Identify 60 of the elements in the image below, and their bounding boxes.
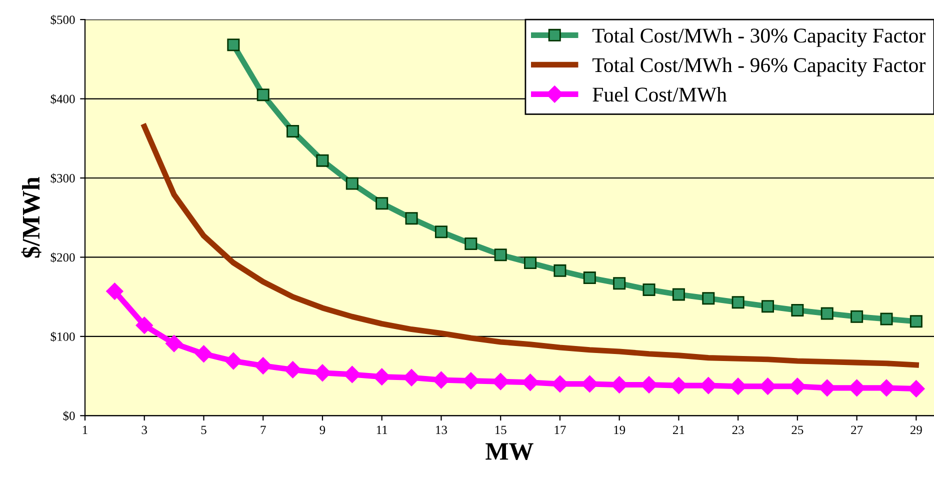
x-tick-label: 25 bbox=[792, 426, 804, 434]
point bbox=[256, 88, 270, 102]
point bbox=[464, 237, 478, 250]
point bbox=[908, 380, 925, 398]
point bbox=[613, 277, 626, 290]
point bbox=[373, 368, 390, 386]
point bbox=[376, 197, 388, 210]
point bbox=[820, 307, 834, 320]
x-tick-label: 21 bbox=[673, 426, 684, 434]
x-tick-label: 5 bbox=[201, 426, 206, 434]
x-tick-label: 9 bbox=[320, 426, 326, 434]
point bbox=[583, 272, 596, 284]
y-tick-label: $500 bbox=[50, 14, 75, 25]
point bbox=[254, 357, 272, 374]
x-tick-label: 29 bbox=[910, 426, 922, 434]
point bbox=[224, 352, 242, 370]
point bbox=[494, 248, 507, 262]
x-tick-label: 27 bbox=[851, 426, 863, 434]
point bbox=[195, 345, 212, 362]
point bbox=[850, 310, 864, 323]
point bbox=[286, 125, 300, 138]
y-tick-label: $0 bbox=[63, 410, 75, 421]
point bbox=[524, 256, 537, 270]
x-tick-label: 13 bbox=[436, 426, 447, 434]
point bbox=[554, 264, 566, 277]
x-tick-label: 1 bbox=[82, 426, 88, 434]
point bbox=[434, 226, 448, 238]
point bbox=[316, 154, 329, 167]
legend-label: Total Cost/MWh - 30% Capacity Factor bbox=[592, 28, 926, 47]
y-tick-label: $200 bbox=[50, 252, 75, 263]
point bbox=[346, 177, 358, 190]
point bbox=[672, 288, 685, 301]
point bbox=[702, 292, 715, 305]
point bbox=[762, 300, 774, 313]
point bbox=[405, 212, 418, 225]
point bbox=[910, 315, 922, 328]
point bbox=[642, 283, 656, 296]
point bbox=[284, 361, 302, 378]
point bbox=[136, 316, 153, 334]
point bbox=[227, 38, 240, 52]
point bbox=[166, 335, 183, 352]
x-tick-label: 7 bbox=[260, 426, 266, 434]
y-tick-label: $400 bbox=[50, 94, 75, 104]
x-tick-label: 15 bbox=[495, 426, 506, 434]
point bbox=[791, 304, 804, 317]
x-tick-label: 19 bbox=[614, 426, 626, 434]
legend-label: Fuel Cost/MWh bbox=[592, 87, 727, 102]
point bbox=[880, 312, 893, 326]
point bbox=[732, 296, 744, 309]
y-tick-label: $300 bbox=[50, 173, 75, 184]
x-axis-title: MW bbox=[486, 443, 534, 460]
x-tick-label: 23 bbox=[732, 426, 744, 434]
y-axis-title: $/MWh bbox=[21, 177, 42, 258]
x-tick-label: 3 bbox=[142, 426, 147, 434]
y-tick-label: $100 bbox=[50, 332, 75, 342]
point bbox=[344, 366, 361, 384]
legend-label: Total Cost/MWh - 96% Capacity Factor bbox=[592, 58, 926, 76]
x-tick-label: 17 bbox=[554, 426, 566, 434]
x-tick-label: 11 bbox=[376, 426, 388, 434]
point bbox=[106, 282, 124, 300]
